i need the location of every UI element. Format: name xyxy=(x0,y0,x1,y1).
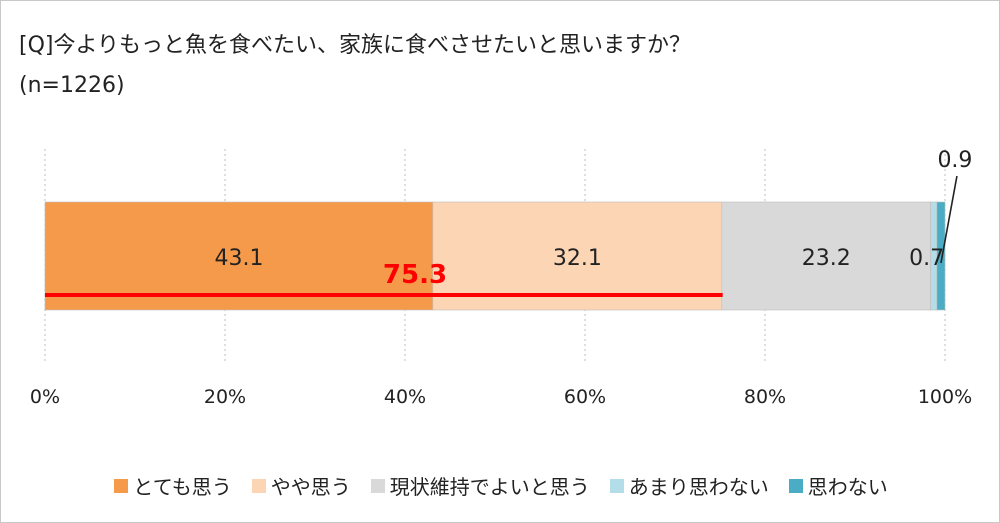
legend-item: とても思う xyxy=(114,471,232,500)
legend-label: 思わない xyxy=(807,475,888,499)
bar-segment xyxy=(432,201,723,311)
x-tick-label: 60% xyxy=(564,386,606,408)
stacked-bar-chart: 0% 20% 40% 60% 80% 100% 43.1 32.1 23.2 0.7 0.9 75.3 xyxy=(30,148,973,408)
legend-label: 現状維持でよいと思う xyxy=(389,475,590,499)
x-tick-label: 0% xyxy=(30,386,60,408)
legend-swatch xyxy=(370,478,385,493)
bar-segment xyxy=(721,201,931,311)
x-tick-label: 40% xyxy=(384,386,426,408)
bar-segment xyxy=(44,201,434,311)
data-label: 0.9 xyxy=(937,148,972,173)
cumulative-label: 75.3 xyxy=(383,260,447,290)
chart-title: [Q]今よりもっと魚を食べたい、家族に食べさせたいと思いますか？ xyxy=(19,33,692,58)
data-label: 43.1 xyxy=(214,246,263,271)
legend-swatch xyxy=(251,478,266,493)
legend-label: あまり思わない xyxy=(628,475,769,499)
legend: とても思う やや思う 現状維持でよいと思う あまり思わない 思わない xyxy=(1,471,1000,500)
leader-line xyxy=(940,175,958,264)
legend-item: あまり思わない xyxy=(609,471,769,500)
chart-subtitle: (n=1226) xyxy=(19,73,125,98)
data-label: 32.1 xyxy=(553,246,602,271)
legend-label: とても思う xyxy=(133,475,232,499)
bar-segment xyxy=(936,201,946,311)
legend-item: 現状維持でよいと思う xyxy=(370,471,590,500)
legend-swatch xyxy=(788,478,803,493)
legend-label: やや思う xyxy=(270,475,351,499)
x-tick-label: 20% xyxy=(204,386,246,408)
x-tick-label: 80% xyxy=(744,386,786,408)
legend-swatch xyxy=(609,478,624,493)
legend-item: やや思う xyxy=(251,471,351,500)
data-label: 0.7 xyxy=(909,246,944,271)
x-tick-label: 100% xyxy=(918,386,972,408)
legend-swatch xyxy=(114,478,129,493)
legend-item: 思わない xyxy=(788,471,888,500)
data-label: 23.2 xyxy=(802,246,851,271)
